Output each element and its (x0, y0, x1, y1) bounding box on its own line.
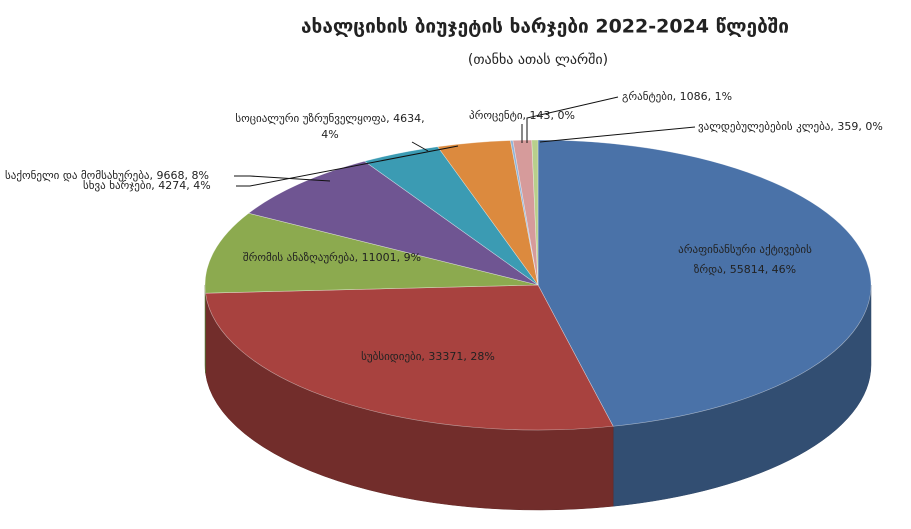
leader-line (526, 96, 619, 143)
data-label: შრომის ანაზღაურება, 11001, 9% (243, 251, 421, 264)
slice (531, 139, 539, 286)
chart-subtitle: (თანხა ათას ლარში) (468, 51, 608, 68)
slice (204, 212, 539, 294)
chart-title: ახალციხის ბიუჯეტის ხარჯები 2022-2024 წლე… (301, 16, 789, 38)
data-label: სხვა ხარჯები, 4274, 4% (83, 179, 211, 192)
slice (248, 160, 539, 286)
slice (205, 284, 614, 431)
leader-line (236, 145, 459, 187)
slice-side (204, 284, 206, 374)
data-label: საქონელი და მომსახურება, 9668, 8% (5, 169, 209, 182)
data-label: გრანტები, 1086, 1% (622, 90, 732, 103)
slice (537, 139, 872, 427)
data-label: პროცენტი, 143, 0% (469, 109, 575, 122)
data-label: არაფინანსური აქტივების (678, 243, 812, 256)
leader-line (234, 175, 331, 182)
data-label: 4% (321, 128, 338, 141)
leader-line (539, 126, 696, 143)
data-label: ზრდა, 55814, 46% (694, 263, 796, 276)
data-label: სოციალური უზრუნველყოფა, 4634, (235, 112, 424, 125)
data-label: ვალდებულებების კლება, 359, 0% (698, 120, 883, 133)
data-label: სუბსიდიები, 33371, 28% (361, 350, 495, 363)
leader-line (411, 141, 429, 152)
